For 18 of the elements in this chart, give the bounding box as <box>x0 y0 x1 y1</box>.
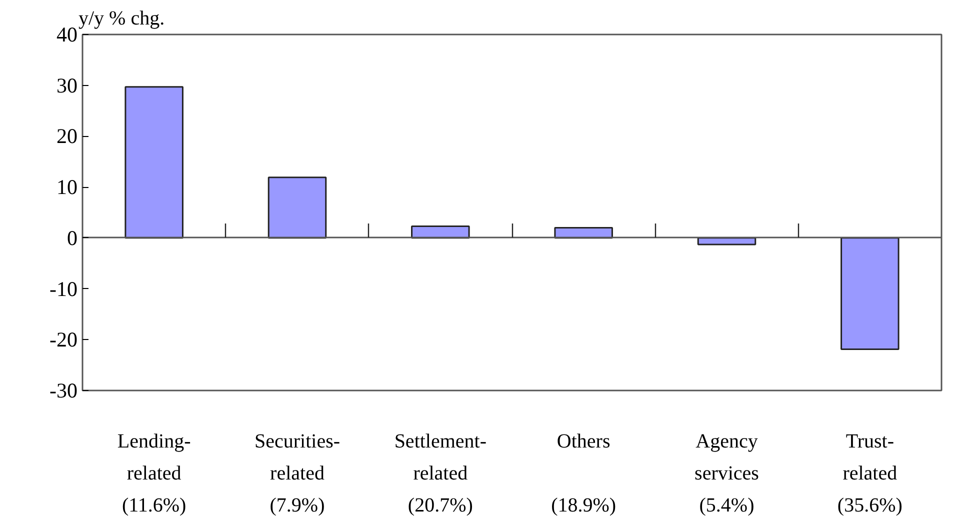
category-label: Others (18.9%) <box>551 430 616 516</box>
x-tick-label: Settlement- related (20.7%) <box>394 430 487 516</box>
x-tick-label: Securities- related (7.9%) <box>254 430 340 516</box>
x-tick-label: Agency services (5.4%) <box>694 430 760 516</box>
bar <box>840 237 900 350</box>
y-axis-title: y/y % chg. <box>78 8 165 30</box>
y-tick-label: 0 <box>67 226 78 250</box>
x-tick-label: Lending- related (11.6%) <box>117 430 191 516</box>
y-tick-label: 40 <box>56 22 78 46</box>
y-tick-label: -10 <box>50 276 78 301</box>
y-tick-label: -30 <box>50 378 78 402</box>
y-tick-label: -20 <box>50 328 78 352</box>
y-tick-label: 20 <box>56 124 78 148</box>
y-tick-label: 10 <box>56 175 78 200</box>
y-tick-label: 30 <box>56 73 78 98</box>
bar <box>268 176 327 239</box>
bar <box>124 86 184 239</box>
x-tick-label: Trust- related (35.6%) <box>837 430 902 516</box>
